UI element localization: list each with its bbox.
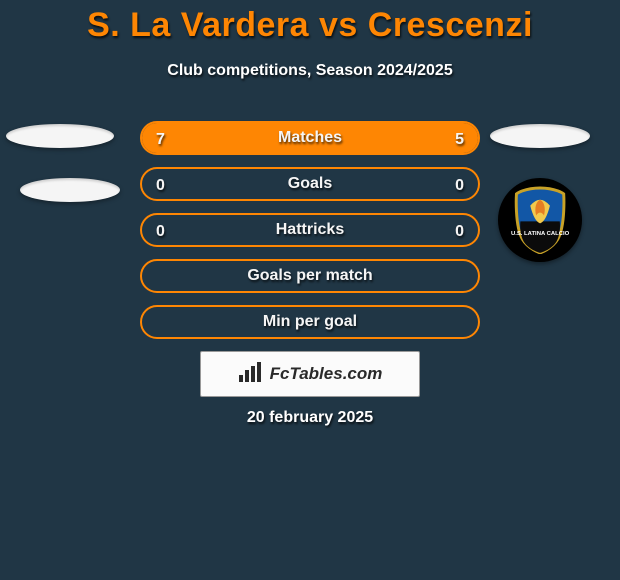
date-text: 20 february 2025 bbox=[0, 409, 620, 427]
stat-row: Hattricks0 0 bbox=[140, 213, 480, 247]
subtitle: Club competitions, Season 2024/2025 bbox=[0, 62, 620, 80]
right-badge-ellipse bbox=[490, 124, 590, 148]
watermark: FcTables.com bbox=[200, 351, 420, 397]
left-badge-ellipse bbox=[6, 124, 114, 148]
watermark-text: FcTables.com bbox=[270, 364, 383, 384]
stat-row: Matches7 5 bbox=[140, 121, 480, 155]
comparison-card: S. La Vardera vs Crescenzi Club competit… bbox=[0, 0, 620, 580]
latina-crest-icon: U.S. LATINA CALCIO bbox=[498, 178, 582, 262]
stat-value-left: 7 bbox=[156, 123, 165, 157]
stat-label: Min per goal bbox=[142, 307, 478, 337]
stat-row: Goals per match bbox=[140, 259, 480, 293]
team-crest: U.S. LATINA CALCIO bbox=[498, 178, 582, 262]
stat-row: Goals0 0 bbox=[140, 167, 480, 201]
stat-value-left: 0 bbox=[156, 169, 165, 203]
stat-value-right: 0 bbox=[455, 169, 464, 203]
page-title: S. La Vardera vs Crescenzi bbox=[0, 6, 620, 45]
stat-value-left: 0 bbox=[156, 215, 165, 249]
stat-label: Goals bbox=[142, 169, 478, 199]
stat-row: Min per goal bbox=[140, 305, 480, 339]
bars-icon bbox=[238, 361, 264, 388]
stat-label: Matches bbox=[142, 123, 478, 153]
svg-text:U.S. LATINA CALCIO: U.S. LATINA CALCIO bbox=[511, 231, 570, 237]
stat-value-right: 0 bbox=[455, 215, 464, 249]
stat-value-right: 5 bbox=[455, 123, 464, 157]
stat-label: Hattricks bbox=[142, 215, 478, 245]
stat-label: Goals per match bbox=[142, 261, 478, 291]
left-badge-ellipse bbox=[20, 178, 120, 202]
